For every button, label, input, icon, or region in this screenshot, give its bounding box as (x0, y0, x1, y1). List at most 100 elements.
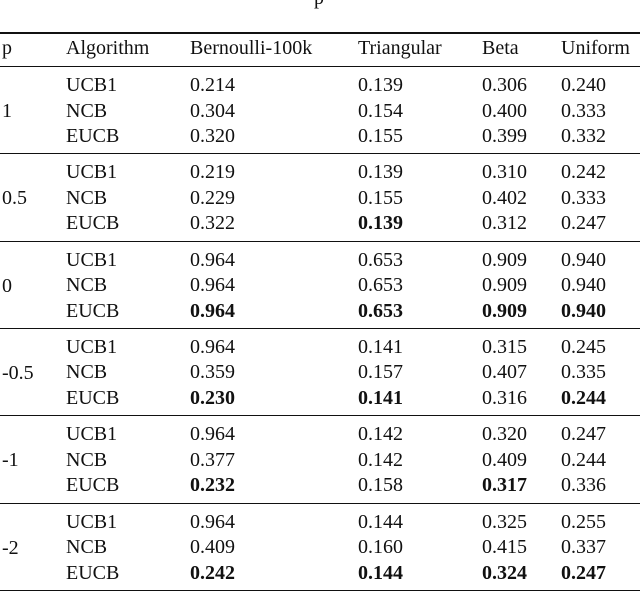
header-cell: Algorithm (66, 37, 150, 59)
header-cell: Bernoulli-100k (190, 37, 313, 59)
value-cell: 0.142 (358, 423, 403, 446)
value-cell: 0.964 (190, 510, 235, 533)
algorithm-cell: UCB1 (66, 335, 118, 358)
value-cell: 0.335 (561, 361, 606, 384)
value-cell: 0.964 (190, 274, 235, 297)
algorithm-cell: NCB (66, 361, 108, 384)
value-cell: 0.312 (482, 212, 527, 235)
algorithm-cell: UCB1 (66, 161, 118, 184)
algorithm-cell: NCB (66, 536, 108, 558)
value-cell: 0.359 (190, 361, 235, 384)
value-cell: 0.142 (358, 448, 403, 471)
value-cell: 0.407 (482, 361, 527, 384)
value-cell: 0.155 (358, 125, 403, 147)
value-cell: 0.964 (190, 299, 235, 322)
value-cell: 0.255 (561, 510, 606, 533)
value-cell: 0.377 (190, 448, 235, 471)
value-cell: 0.160 (358, 536, 403, 558)
value-cell: 0.964 (190, 423, 235, 446)
algorithm-cell: UCB1 (66, 510, 118, 533)
algorithm-cell: NCB (66, 274, 108, 297)
value-cell: 0.940 (561, 274, 606, 297)
value-cell: 0.141 (358, 386, 403, 409)
value-cell: 0.324 (482, 561, 527, 584)
p-cell: 1 (2, 100, 12, 122)
p-cell: -0.5 (2, 361, 34, 384)
group-rule (0, 502, 640, 504)
value-cell: 0.940 (561, 248, 606, 271)
value-cell: 0.232 (190, 474, 235, 497)
value-cell: 0.909 (482, 274, 527, 297)
value-cell: 0.247 (561, 212, 606, 235)
algorithm-cell: NCB (66, 186, 108, 209)
value-cell: 0.247 (561, 561, 606, 584)
value-cell: 0.337 (561, 536, 606, 558)
header-cell: Triangular (358, 37, 442, 59)
value-cell: 0.240 (561, 74, 606, 96)
group-rule (0, 415, 640, 417)
value-cell: 0.245 (561, 335, 606, 358)
caption: p (314, 0, 324, 9)
value-cell: 0.409 (482, 448, 527, 471)
value-cell: 0.653 (358, 299, 403, 322)
value-cell: 0.155 (358, 186, 403, 209)
top-rule (0, 32, 640, 34)
algorithm-cell: EUCB (66, 386, 120, 409)
value-cell: 0.653 (358, 248, 403, 271)
value-cell: 0.310 (482, 161, 527, 184)
algorithm-cell: UCB1 (66, 423, 118, 446)
algorithm-cell: UCB1 (66, 74, 118, 96)
group-rule (0, 327, 640, 329)
value-cell: 0.144 (358, 510, 403, 533)
header-rule (0, 66, 640, 67)
value-cell: 0.242 (561, 161, 606, 184)
value-cell: 0.157 (358, 361, 403, 384)
group-rule (0, 153, 640, 155)
value-cell: 0.242 (190, 561, 235, 584)
bottom-rule (0, 589, 640, 592)
value-cell: 0.909 (482, 299, 527, 322)
algorithm-cell: EUCB (66, 561, 120, 584)
header-cell: p (2, 37, 12, 59)
p-cell: 0.5 (2, 187, 27, 210)
value-cell: 0.315 (482, 335, 527, 358)
value-cell: 0.144 (358, 561, 403, 584)
value-cell: 0.332 (561, 125, 606, 147)
value-cell: 0.139 (358, 74, 403, 96)
value-cell: 0.322 (190, 212, 235, 235)
algorithm-cell: NCB (66, 448, 108, 471)
value-cell: 0.219 (190, 161, 235, 184)
value-cell: 0.333 (561, 186, 606, 209)
algorithm-cell: EUCB (66, 125, 120, 147)
value-cell: 0.320 (190, 125, 235, 147)
value-cell: 0.158 (358, 474, 403, 497)
value-cell: 0.317 (482, 474, 527, 497)
value-cell: 0.400 (482, 99, 527, 122)
group-rule (0, 240, 640, 242)
value-cell: 0.244 (561, 448, 606, 471)
value-cell: 0.333 (561, 99, 606, 122)
algorithm-cell: UCB1 (66, 248, 118, 271)
value-cell: 0.399 (482, 125, 527, 147)
value-cell: 0.141 (358, 335, 403, 358)
value-cell: 0.230 (190, 386, 235, 409)
value-cell: 0.964 (190, 335, 235, 358)
p-cell: 0 (2, 274, 12, 297)
value-cell: 0.306 (482, 74, 527, 96)
value-cell: 0.154 (358, 99, 403, 122)
value-cell: 0.909 (482, 248, 527, 271)
value-cell: 0.247 (561, 423, 606, 446)
algorithm-cell: EUCB (66, 212, 120, 235)
header-cell: Beta (482, 37, 519, 59)
header-cell: Uniform (561, 37, 630, 59)
value-cell: 0.214 (190, 74, 235, 96)
value-cell: 0.229 (190, 186, 235, 209)
value-cell: 0.409 (190, 536, 235, 558)
p-cell: -1 (2, 449, 19, 472)
value-cell: 0.244 (561, 386, 606, 409)
algorithm-cell: EUCB (66, 299, 120, 322)
value-cell: 0.940 (561, 299, 606, 322)
value-cell: 0.139 (358, 161, 403, 184)
value-cell: 0.653 (358, 274, 403, 297)
